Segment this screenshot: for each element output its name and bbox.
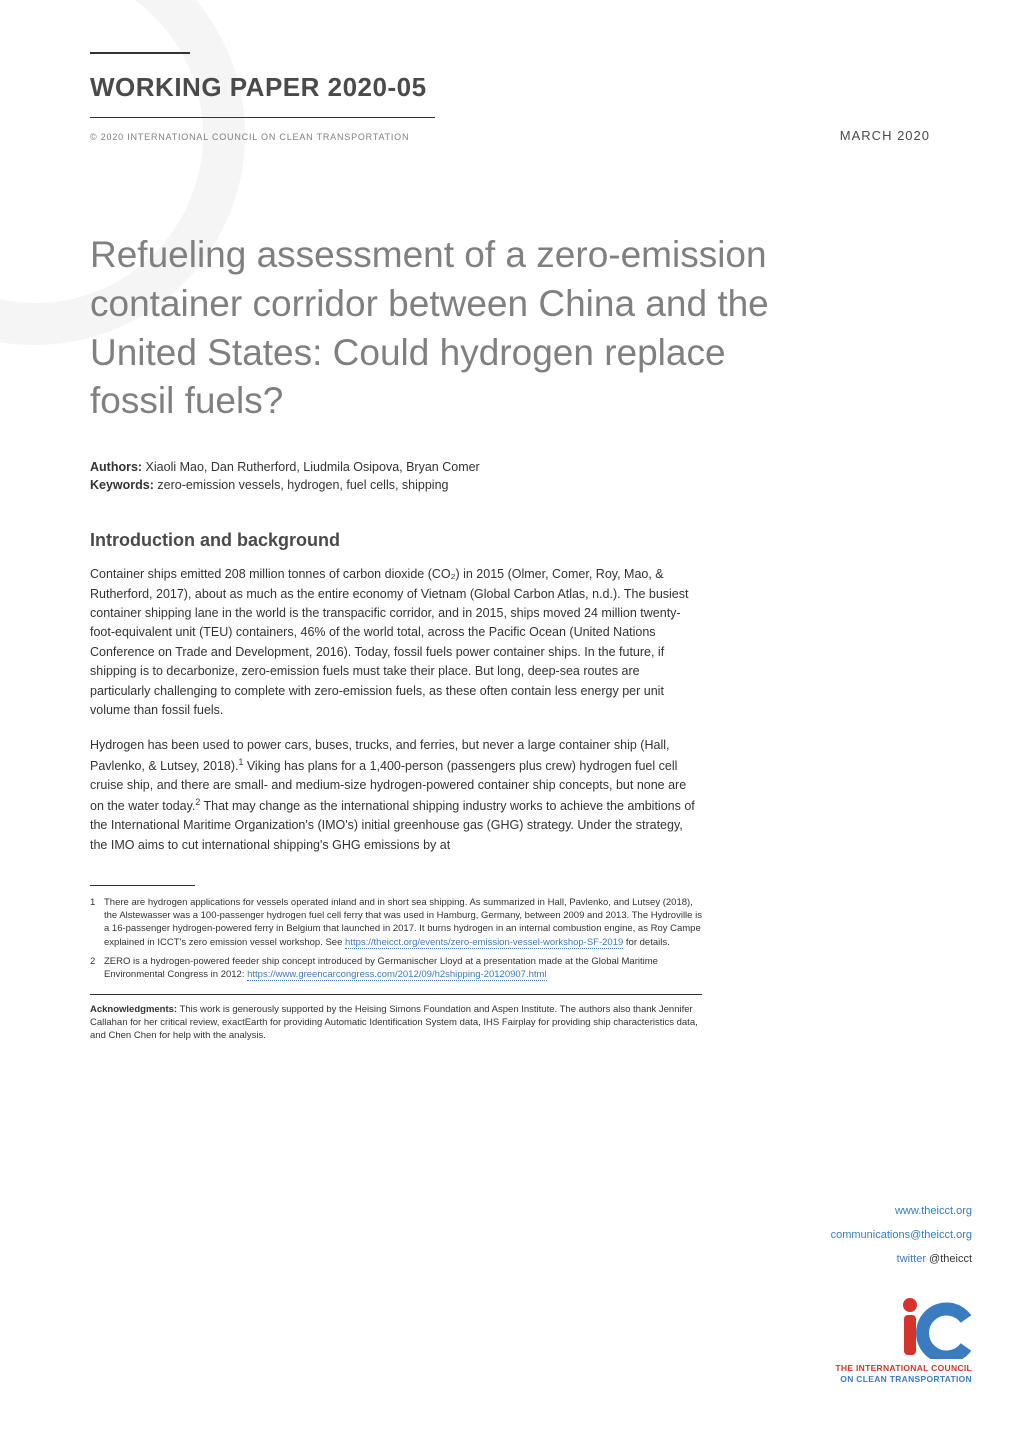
working-paper-label: WORKING PAPER 2020-05 bbox=[90, 72, 930, 103]
keywords-text: zero-emission vessels, hydrogen, fuel ce… bbox=[154, 478, 449, 492]
authors-label: Authors: bbox=[90, 460, 142, 474]
footnote-1-number: 1 bbox=[90, 896, 104, 909]
authors-line: Authors: Xiaoli Mao, Dan Rutherford, Liu… bbox=[90, 460, 930, 474]
header-rule-bottom bbox=[90, 117, 435, 118]
footnote-1-text-post: for details. bbox=[623, 937, 669, 948]
acknowledgments-label: Acknowledgments: bbox=[90, 1004, 177, 1015]
keywords-label: Keywords: bbox=[90, 478, 154, 492]
website-link[interactable]: www.theicct.org bbox=[777, 1205, 972, 1217]
footnote-2-link[interactable]: https://www.greencarcongress.com/2012/09… bbox=[247, 969, 546, 981]
footnote-2-number: 2 bbox=[90, 955, 104, 968]
acknowledgments: Acknowledgments: This work is generously… bbox=[90, 1003, 702, 1043]
header-rule-top bbox=[90, 52, 190, 54]
logo-block: THE INTERNATIONAL COUNCIL ON CLEAN TRANS… bbox=[777, 1297, 972, 1384]
logo-text-line-1: THE INTERNATIONAL COUNCIL bbox=[835, 1363, 972, 1374]
keywords-line: Keywords: zero-emission vessels, hydroge… bbox=[90, 478, 930, 492]
paragraph-1: Container ships emitted 208 million tonn… bbox=[90, 565, 702, 720]
email-link[interactable]: communications@theicct.org bbox=[777, 1229, 972, 1241]
acknowledgments-divider bbox=[90, 994, 702, 995]
paragraph-2: Hydrogen has been used to power cars, bu… bbox=[90, 736, 702, 855]
publication-date: MARCH 2020 bbox=[840, 128, 930, 143]
footnote-divider bbox=[90, 885, 195, 886]
twitter-handle: @theicct bbox=[926, 1253, 972, 1265]
footnote-1-link[interactable]: https://theicct.org/events/zero-emission… bbox=[345, 937, 623, 949]
logo-text-line-2: ON CLEAN TRANSPORTATION bbox=[840, 1374, 972, 1384]
acknowledgments-text: This work is generously supported by the… bbox=[90, 1004, 698, 1042]
paper-title: Refueling assessment of a zero-emission … bbox=[90, 231, 820, 426]
authors-names: Xiaoli Mao, Dan Rutherford, Liudmila Osi… bbox=[142, 460, 480, 474]
copyright-text: © 2020 INTERNATIONAL COUNCIL ON CLEAN TR… bbox=[90, 132, 409, 142]
copyright-row: © 2020 INTERNATIONAL COUNCIL ON CLEAN TR… bbox=[90, 128, 930, 143]
footnote-1: 1There are hydrogen applications for ves… bbox=[90, 896, 702, 949]
page-content: WORKING PAPER 2020-05 © 2020 INTERNATION… bbox=[0, 0, 1020, 1083]
icct-logo-icon bbox=[898, 1297, 972, 1359]
twitter-label[interactable]: twitter bbox=[897, 1253, 926, 1265]
section-heading-intro: Introduction and background bbox=[90, 530, 930, 551]
twitter-line: twitter @theicct bbox=[777, 1253, 972, 1265]
sidebar: www.theicct.org communications@theicct.o… bbox=[777, 1205, 972, 1384]
footnote-2: 2ZERO is a hydrogen-powered feeder ship … bbox=[90, 955, 702, 982]
